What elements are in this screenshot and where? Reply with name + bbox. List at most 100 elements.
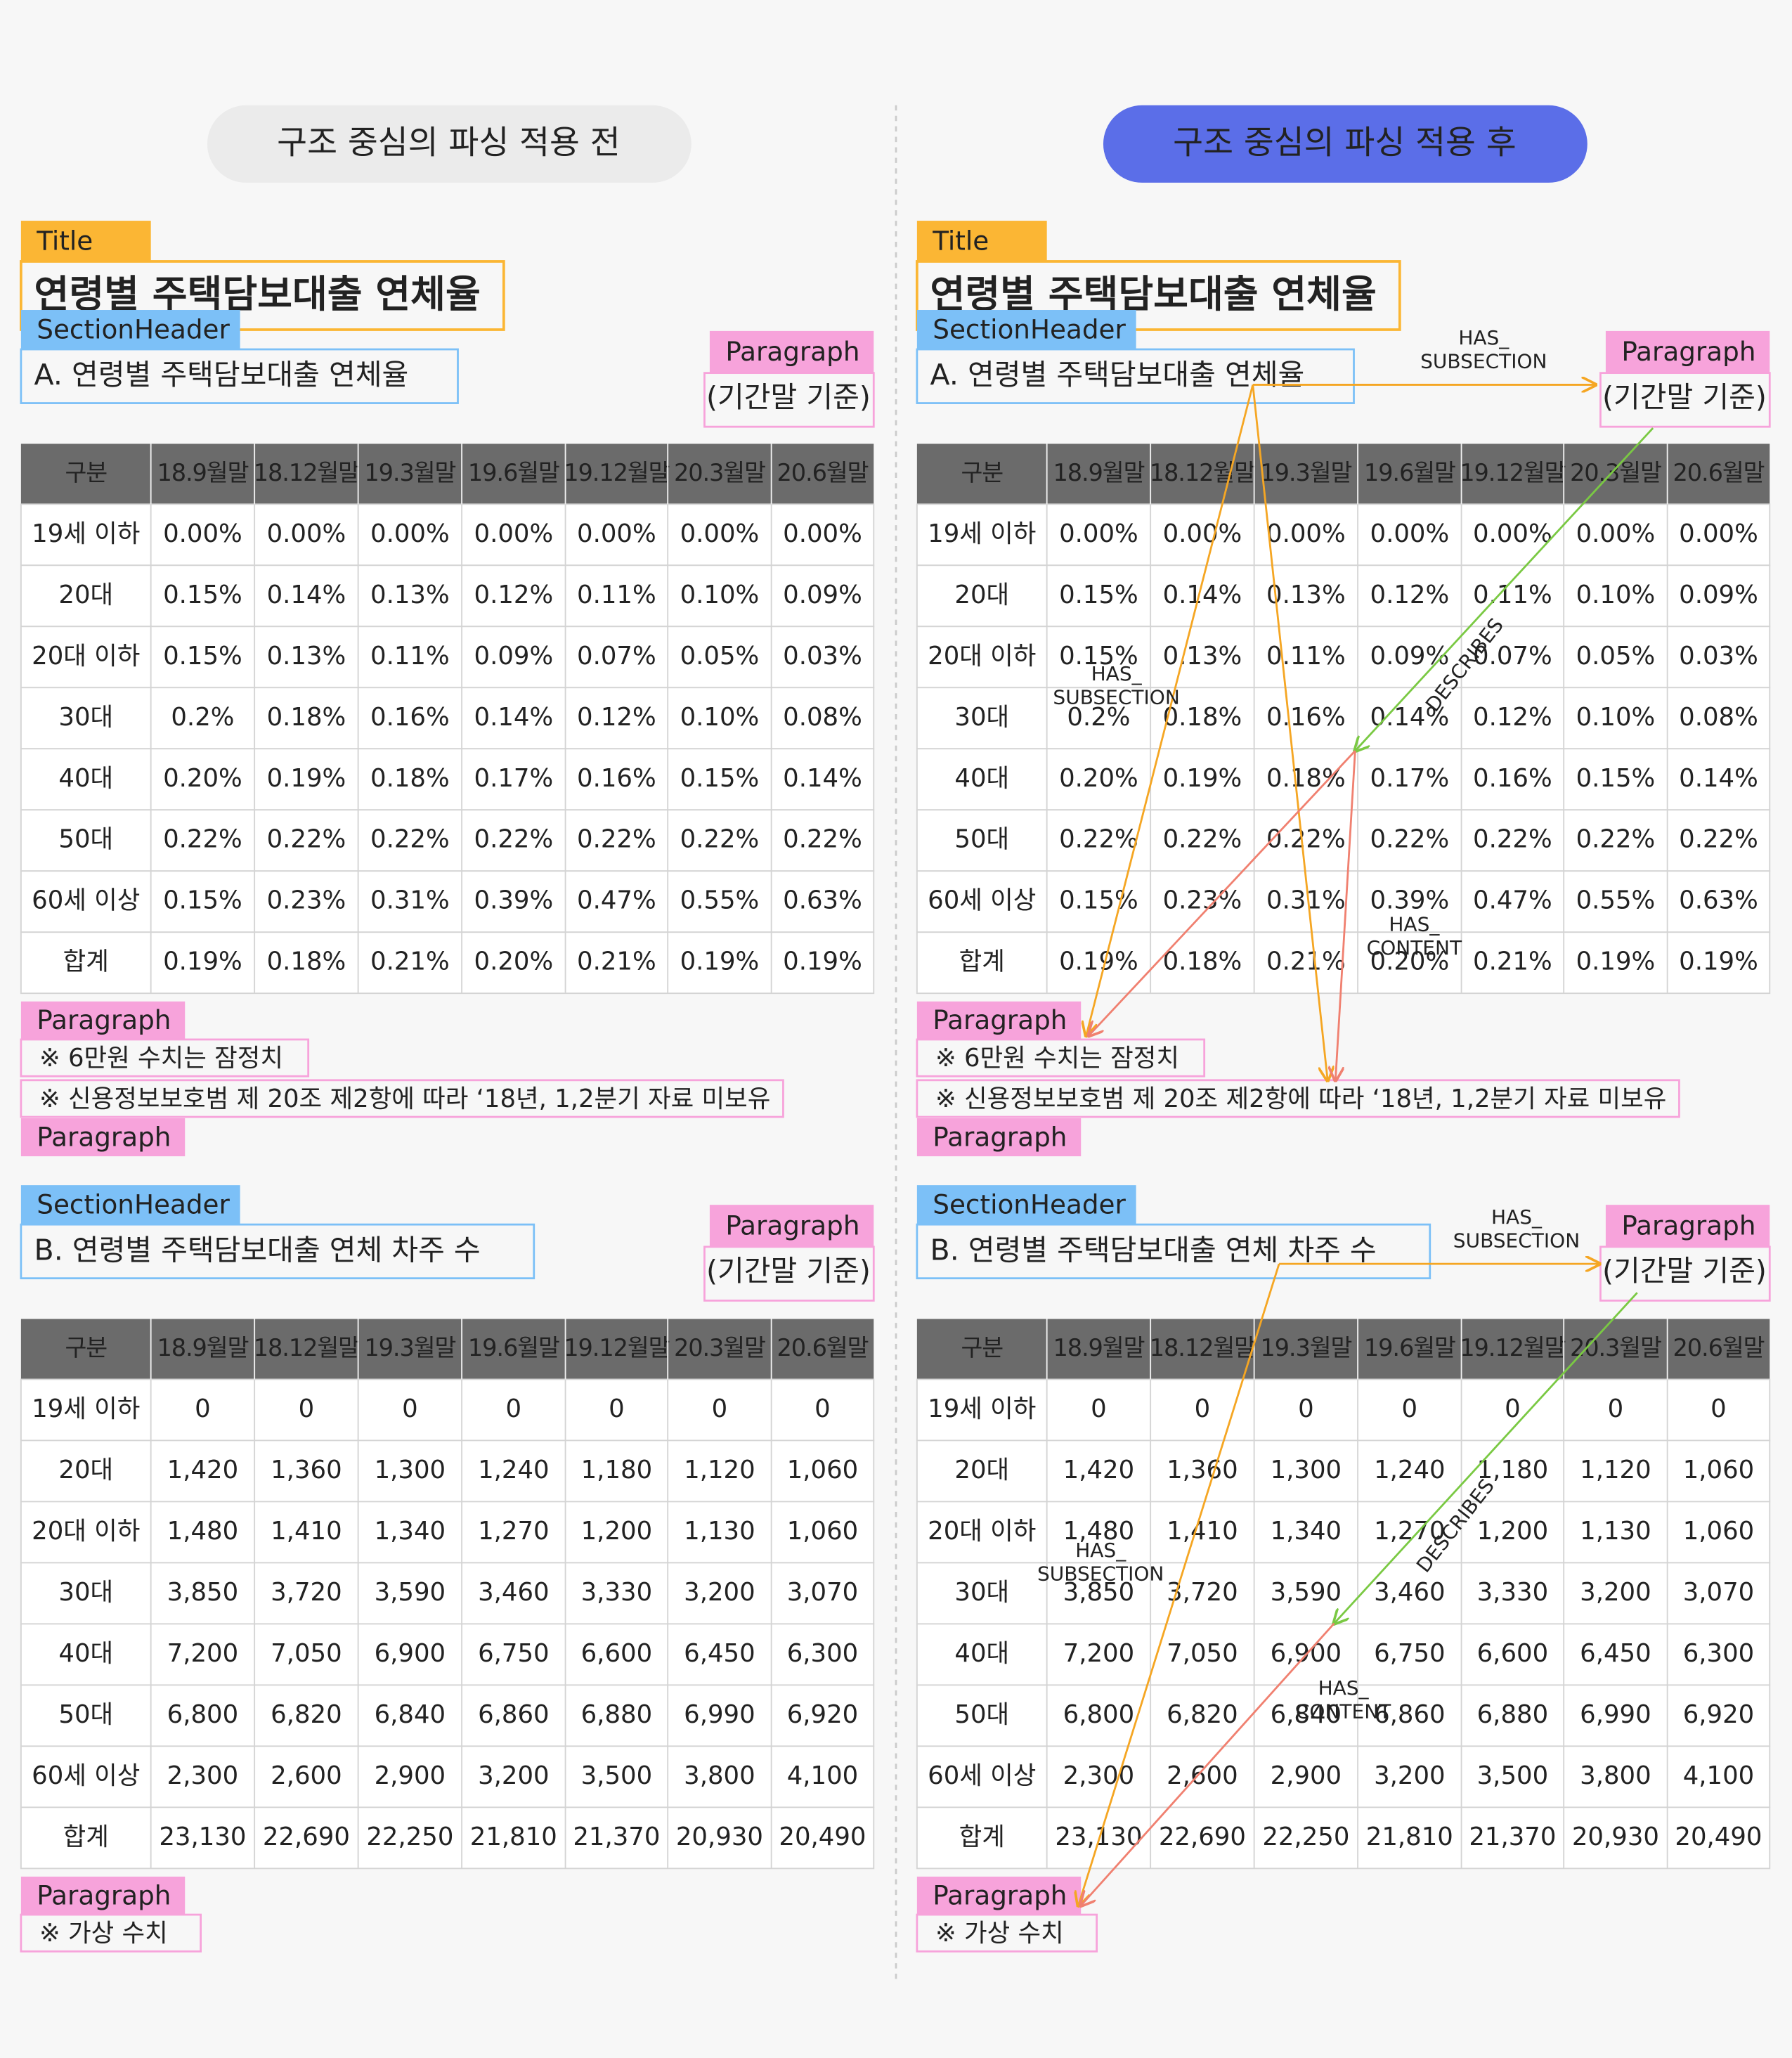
table-cell: 22,250 [366,1823,453,1851]
table-row [20,809,875,872]
table-cell: 0.20% [1059,764,1138,793]
note-box [1599,372,1771,428]
table-cell: 0.00% [783,519,862,548]
table-cell: 6,800 [1063,1700,1135,1729]
column-header: 18.12월말 [254,1334,359,1361]
paragraph-label [709,1205,874,1247]
paragraph-label-text: Paragraph [933,1004,1067,1035]
table-cell: 0 [1402,1394,1418,1423]
table-cell: 0.10% [680,581,760,609]
footnote: ※ 6만원 수치는 잠정치 [39,1044,283,1073]
table-row [916,1623,1771,1686]
table-cell: 40대 [954,764,1009,793]
table-cell: 0.16% [1266,703,1346,732]
table-cell: 0.19% [1163,764,1242,793]
table-cell: 1,300 [375,1456,446,1484]
table-cell: 1,180 [1477,1456,1549,1484]
footnote: ※ 가상 수치 [39,1919,168,1948]
table-cell: 1,120 [1580,1456,1651,1484]
relation-label: CONTENT [1367,936,1462,959]
table-cell: 6,900 [375,1639,446,1668]
table-row [916,748,1771,811]
table-cell: 0.15% [1059,886,1138,915]
table-row [20,503,875,567]
table-cell: 0.10% [1576,581,1656,609]
table-row [20,1684,875,1747]
footnote-box [20,1038,310,1077]
table-cell: 6,820 [1167,1700,1238,1729]
table-cell: 19세 이하 [32,1394,140,1423]
table-row [20,1562,875,1625]
table-cell: 1,180 [581,1456,653,1484]
section-header-box [916,1223,1431,1280]
footnote: ※ 신용정보보호범 제 20조 제2항에 따라 ‘18년, 1,2분기 자료 미… [39,1085,770,1113]
table-cell: 1,240 [478,1456,550,1484]
table-cell: 0.10% [680,703,760,732]
section-header-label [916,310,1136,350]
title-label [20,221,151,261]
table-cell: 23,130 [159,1823,246,1851]
paragraph-label-text: Paragraph [1621,1210,1755,1241]
table-cell: 22,250 [1262,1823,1349,1851]
has-content-arrow [1081,1622,1335,1905]
table-row [20,1806,875,1870]
table-cell: 19세 이하 [928,1394,1036,1423]
table-row [20,748,875,811]
table-cell: 0.08% [1679,703,1758,732]
table-cell: 합계 [63,1823,109,1851]
relation-label: CONTENT [1296,1700,1391,1723]
table-cell: 0.14% [1679,764,1758,793]
relation-label: SUBSECTION [1037,1562,1164,1586]
table-cell: 6,860 [1374,1700,1446,1729]
table-cell: 0.11% [577,581,656,609]
section-header-label-text: SectionHeader [933,313,1126,344]
table-cell: 0.22% [267,825,346,854]
table-cell: 0.00% [163,519,242,548]
table-cell: 0 [1608,1394,1624,1423]
column-header: 20.6월말 [777,1334,869,1361]
table-cell: 0.39% [474,886,554,915]
table-cell: 3,590 [1271,1578,1342,1607]
table-cell: 20대 이하 [32,642,140,671]
table-cell: 2,900 [1271,1761,1342,1790]
table-cell: 6,880 [1477,1700,1549,1729]
table-cell: 20대 이하 [928,642,1036,671]
paragraph-label [20,1118,186,1157]
relation-label: SUBSECTION [1053,686,1179,709]
table-cell: 7,200 [1063,1639,1135,1668]
table-cell: 4,100 [787,1761,858,1790]
table-cell: 0.09% [1679,581,1758,609]
column-header: 구분 [65,1334,107,1361]
table-cell: 3,330 [1477,1578,1549,1607]
table-header [916,1319,1770,1380]
table-cell: 0.16% [577,764,656,793]
table-cell: 20,490 [779,1823,866,1851]
table-cell: 1,340 [1271,1517,1342,1546]
table-cell: 0.15% [163,581,242,609]
table-cell: 0.13% [1163,642,1242,671]
table-cell: 1,420 [1063,1456,1135,1484]
table-row [916,503,1771,567]
table-row [916,1439,1771,1503]
footnote-box [916,1038,1206,1077]
table-cell: 1,410 [1167,1517,1238,1546]
table-cell: 0.23% [267,886,346,915]
table-row [20,931,875,995]
table-cell: 0.15% [163,886,242,915]
table-cell: 22,690 [1159,1823,1246,1851]
table-cell: 0.12% [474,581,554,609]
table-cell: 3,500 [581,1761,653,1790]
table-cell: 0.55% [680,886,760,915]
table-cell: 0.47% [1473,886,1552,915]
table-cell: 0.00% [1679,519,1758,548]
table-cell: 0.17% [474,764,554,793]
table-cell: 0.21% [577,947,656,976]
pill-before [207,105,692,183]
table-cell: 1,480 [1063,1517,1135,1546]
column-header: 20.3월말 [674,1334,765,1361]
column-header: 20.3월말 [674,459,765,486]
table-cell: 0.22% [783,825,862,854]
table-cell: 0.07% [1473,642,1552,671]
table-cell: 0.21% [370,947,450,976]
